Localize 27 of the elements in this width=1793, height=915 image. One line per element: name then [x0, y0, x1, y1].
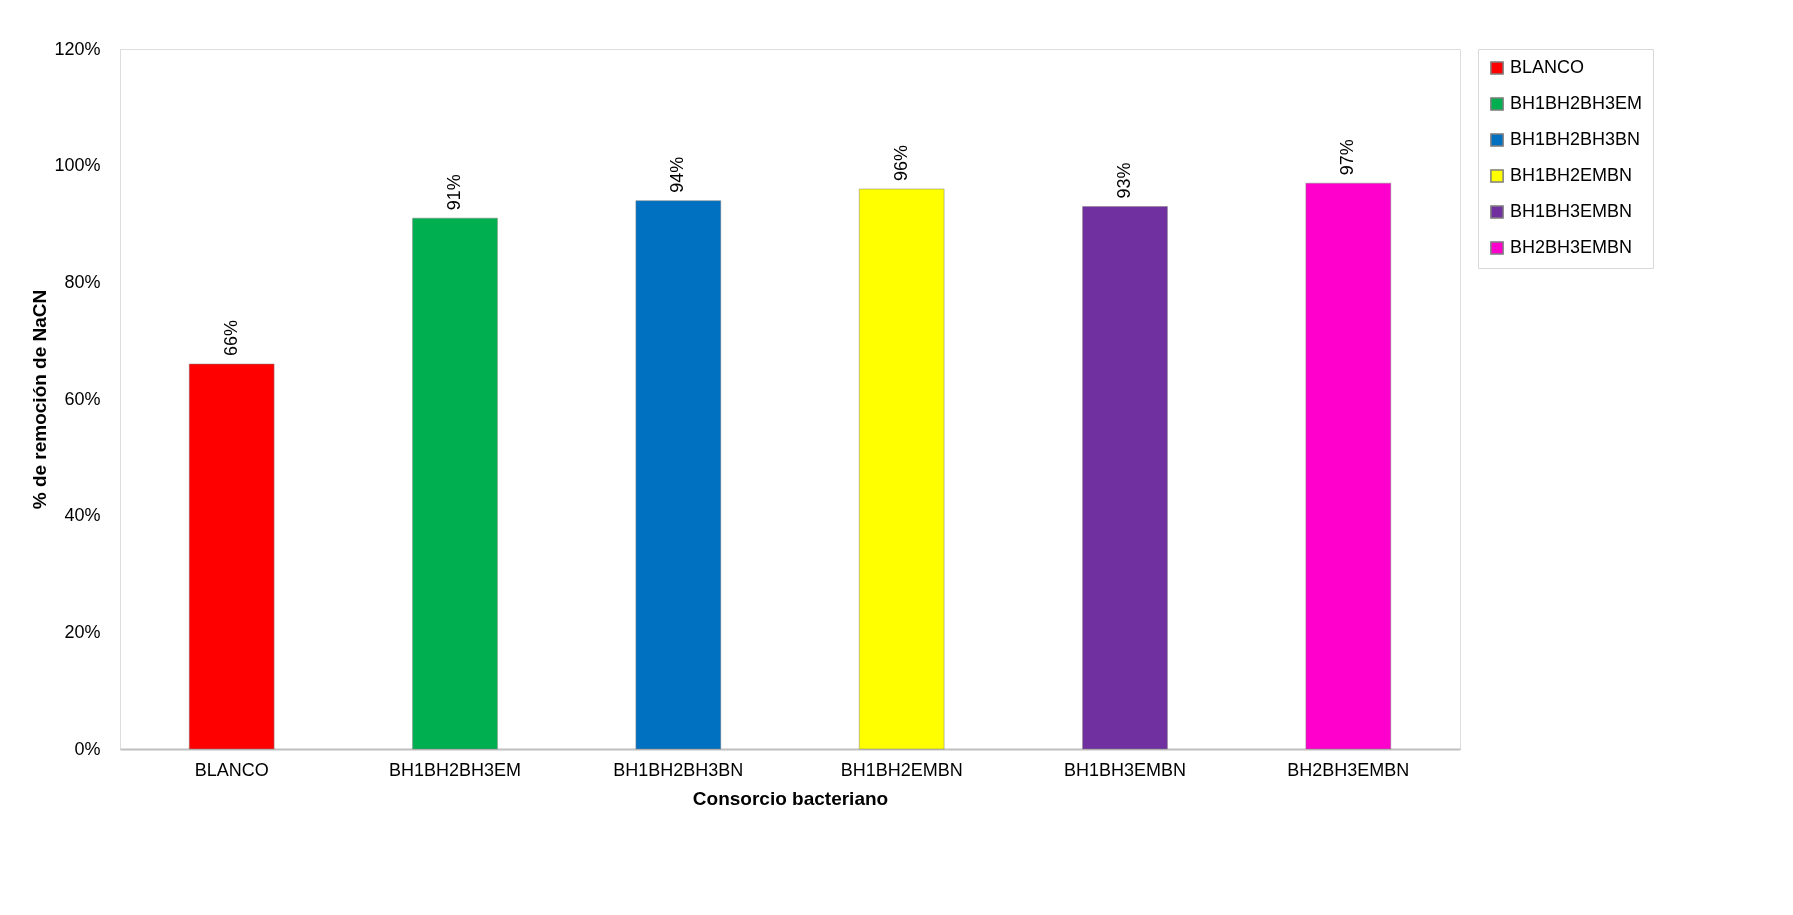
data-label: 91%	[444, 174, 464, 211]
legend-label: BH1BH3EMBN	[1510, 201, 1633, 221]
x-tick-label: BLANCO	[194, 759, 269, 780]
x-tick-label: BH1BH3EMBN	[1063, 759, 1187, 780]
y-tick-label: 20%	[64, 621, 101, 642]
data-label: 93%	[1114, 162, 1134, 199]
legend-label: BH1BH2EMBN	[1510, 165, 1633, 185]
data-label: 66%	[220, 319, 241, 356]
y-tick-label: 80%	[64, 271, 101, 292]
data-label: 97%	[1337, 139, 1358, 176]
y-tick-label: 40%	[64, 505, 101, 526]
data-label: 94%	[667, 156, 688, 193]
x-tick-label: BH2BH3EMBN	[1287, 759, 1410, 780]
x-axis-title: Consorcio bacteriano	[692, 787, 889, 809]
data-label: 96%	[890, 144, 911, 181]
x-tick-label: BH1BH2EMBN	[840, 759, 963, 780]
legend-label: BH2BH3EMBN	[1510, 237, 1633, 257]
x-tick-label: BH1BH2BH3EM	[388, 759, 522, 780]
y-tick-label: 120%	[54, 38, 101, 59]
y-tick-label: 100%	[54, 155, 101, 176]
y-axis-title: % de remoción de NaCN	[29, 289, 51, 510]
legend-label: BH1BH2BH3BN	[1510, 129, 1641, 149]
y-tick-label: 0%	[74, 738, 101, 759]
y-tick-label: 60%	[64, 388, 101, 409]
legend-label: BH1BH2BH3EM	[1510, 93, 1643, 113]
x-tick-label: BH1BH2BH3BN	[613, 759, 744, 780]
legend-label: BLANCO	[1510, 57, 1585, 77]
